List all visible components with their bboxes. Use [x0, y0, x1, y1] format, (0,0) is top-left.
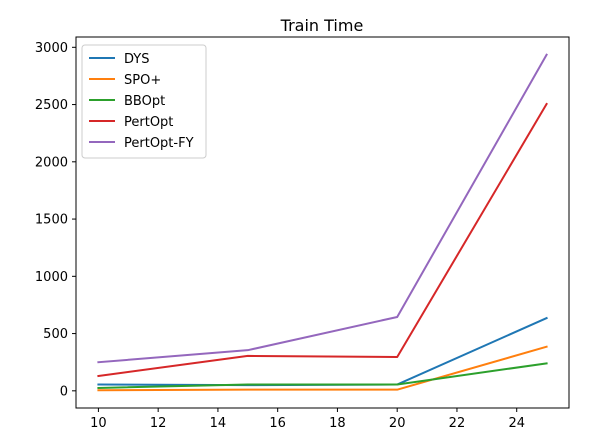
- legend-box: [81, 44, 207, 159]
- x-tick-label: 14: [210, 416, 227, 431]
- x-tick-label: 10: [90, 416, 107, 431]
- y-axis: 0 500 1000 1500 2000 2500 3000: [35, 41, 76, 399]
- legend-label: SPO+: [124, 73, 161, 88]
- legend-label: BBOpt: [124, 94, 165, 109]
- series-line-pertopt: [97, 102, 548, 378]
- y-tick-label: 2000: [35, 155, 68, 170]
- series-line-pertopt-fy: [97, 53, 548, 364]
- y-tick-label: 3000: [35, 41, 68, 56]
- legend: DYS SPO+ BBOpt PertOpt PertOpt-FY: [81, 44, 207, 159]
- y-tick-label: 2500: [35, 98, 68, 113]
- legend-label: DYS: [124, 52, 150, 67]
- x-tick-label: 22: [449, 416, 466, 431]
- series-line-bbopt: [97, 362, 548, 389]
- series-line-spo-: [97, 345, 548, 392]
- x-axis: 10 12 14 16 18 20 22 24: [90, 408, 525, 431]
- x-tick-label: 16: [269, 416, 286, 431]
- x-tick-label: 20: [389, 416, 406, 431]
- y-tick-label: 1000: [35, 270, 68, 285]
- legend-label: PertOpt: [124, 115, 173, 130]
- legend-label: PertOpt-FY: [124, 136, 194, 151]
- plot-frame: [75, 36, 570, 409]
- y-tick-label: 500: [43, 327, 68, 342]
- y-tick-label: 0: [60, 384, 68, 399]
- x-tick-label: 24: [508, 416, 525, 431]
- y-tick-label: 1500: [35, 213, 68, 228]
- chart-title: Train Time: [280, 16, 364, 35]
- x-tick-label: 18: [329, 416, 346, 431]
- x-tick-label: 12: [150, 416, 167, 431]
- series-layer: [97, 53, 548, 392]
